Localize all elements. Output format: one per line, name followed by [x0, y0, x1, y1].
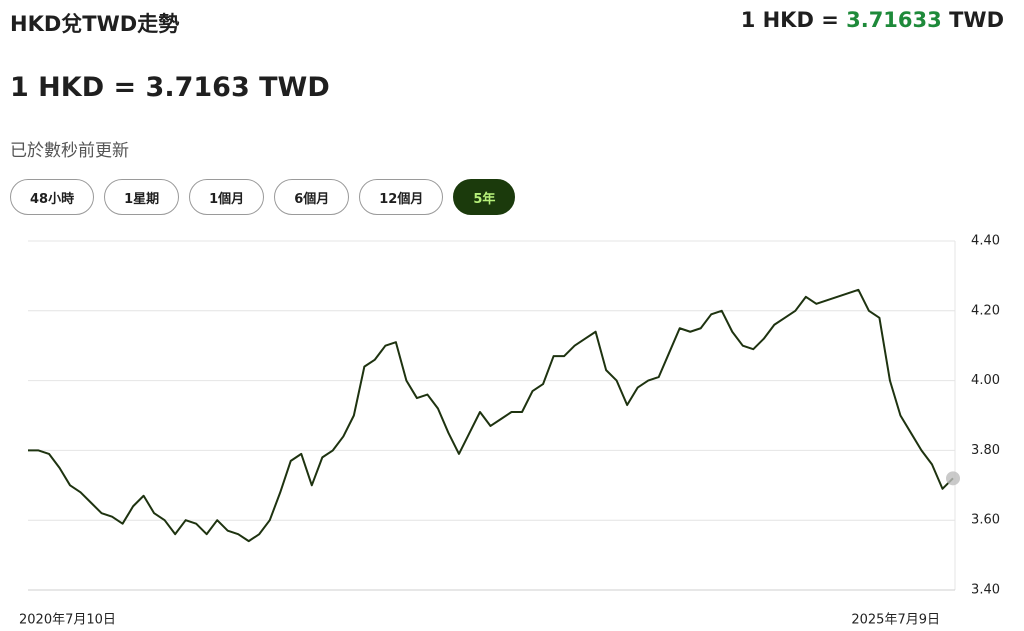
- rate: 1 HKD = 3.71633 TWD: [741, 8, 1004, 32]
- y-tick-label: 4.20: [971, 303, 1000, 318]
- page-title: HKD兌TWD走勢: [10, 12, 180, 36]
- x-tick-label: 2020年7月10日: [19, 613, 116, 628]
- rate-line: [28, 288, 954, 543]
- range-button[interactable]: 12個月: [359, 179, 444, 215]
- y-tick-label: 4.00: [971, 373, 1000, 388]
- range-buttons: 48小時 1星期 1個月 6個月 12個月 5年: [10, 179, 516, 215]
- range-button[interactable]: 48小時: [10, 179, 95, 215]
- x-tick-label: 2025年7月9日: [851, 613, 940, 628]
- range-button[interactable]: 5年: [453, 179, 516, 215]
- range-button[interactable]: 6個月: [274, 179, 350, 215]
- updated-note: 已於數秒前更新: [10, 141, 129, 161]
- y-tick-label: 3.60: [971, 513, 1000, 528]
- current-point: [946, 471, 960, 486]
- rate-prefix: 1 HKD =: [740, 8, 839, 32]
- range-button[interactable]: 1星期: [104, 179, 180, 215]
- rate-suffix: TWD: [949, 8, 1004, 32]
- rate-value: 3.71633: [846, 8, 942, 32]
- y-tick-label: 3.80: [971, 443, 1000, 458]
- y-tick-label: 3.40: [971, 583, 1000, 598]
- heading: 1 HKD = 3.7163 TWD: [10, 72, 330, 103]
- y-tick-label: 4.40: [971, 234, 1000, 249]
- range-button[interactable]: 1個月: [189, 179, 265, 215]
